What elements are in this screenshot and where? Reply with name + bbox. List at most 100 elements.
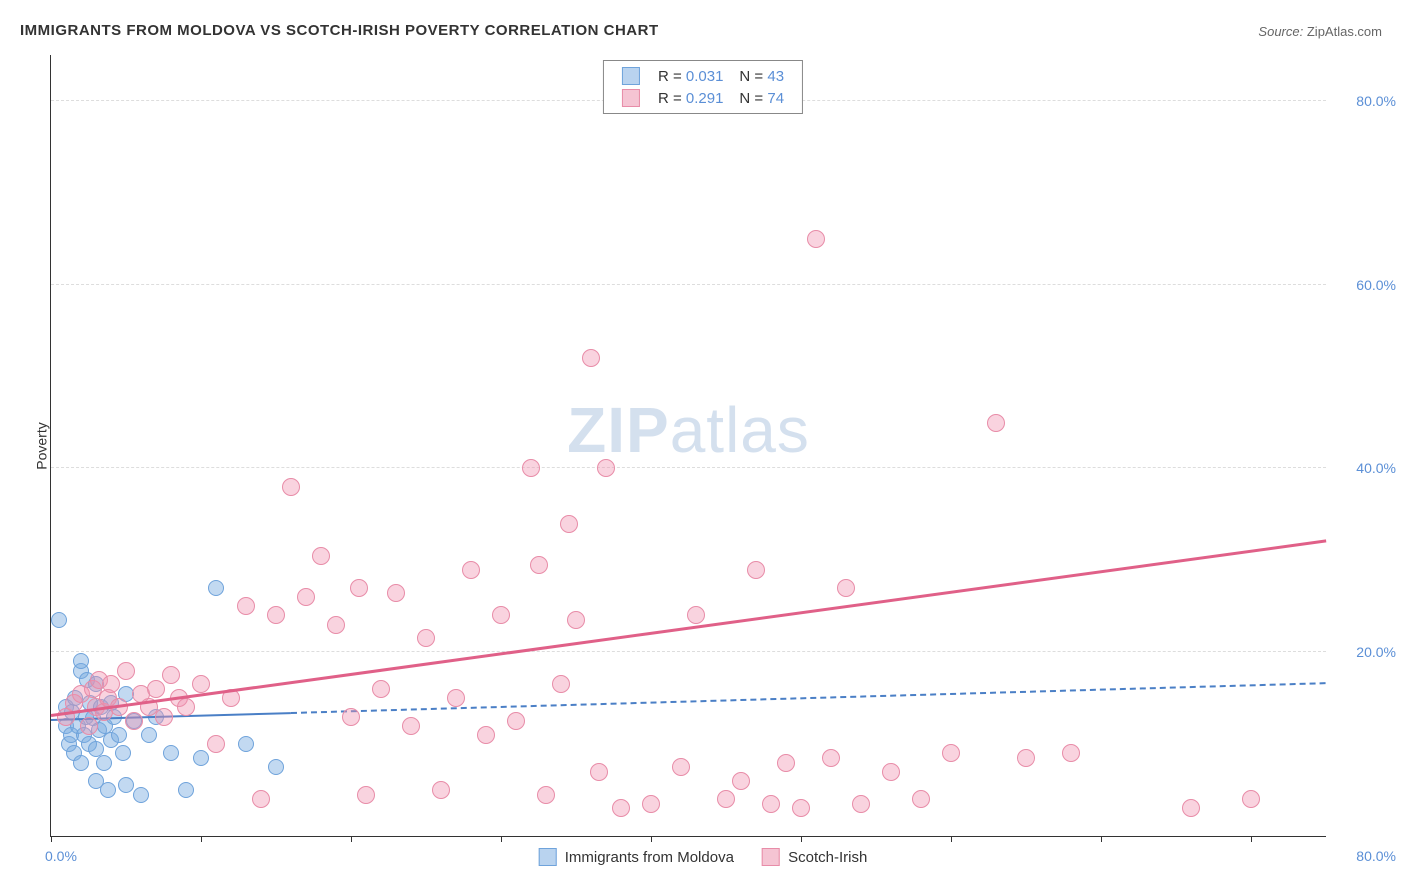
x-tick <box>951 836 952 842</box>
scatter-marker-scotch_irish <box>312 547 330 565</box>
scatter-marker-scotch_irish <box>612 799 630 817</box>
y-tick-label: 60.0% <box>1336 277 1396 293</box>
scatter-marker-scotch_irish <box>732 772 750 790</box>
source-attribution: Source: ZipAtlas.com <box>1258 24 1382 39</box>
scatter-marker-scotch_irish <box>80 717 98 735</box>
scatter-marker-scotch_irish <box>537 786 555 804</box>
scatter-marker-scotch_irish <box>162 666 180 684</box>
scatter-marker-scotch_irish <box>642 795 660 813</box>
gridline <box>51 467 1326 468</box>
scatter-marker-moldova <box>141 727 157 743</box>
scatter-marker-moldova <box>238 736 254 752</box>
scatter-marker-scotch_irish <box>432 781 450 799</box>
scatter-marker-scotch_irish <box>417 629 435 647</box>
scatter-marker-scotch_irish <box>942 744 960 762</box>
y-axis-title: Poverty <box>34 422 50 469</box>
watermark: ZIPatlas <box>567 393 810 467</box>
x-tick <box>501 836 502 842</box>
scatter-marker-scotch_irish <box>1017 749 1035 767</box>
scatter-marker-moldova <box>163 745 179 761</box>
x-axis-min-label: 0.0% <box>45 848 77 864</box>
scatter-marker-scotch_irish <box>297 588 315 606</box>
scatter-marker-scotch_irish <box>792 799 810 817</box>
scatter-marker-scotch_irish <box>372 680 390 698</box>
scatter-marker-scotch_irish <box>747 561 765 579</box>
scatter-marker-scotch_irish <box>522 459 540 477</box>
chart-title: IMMIGRANTS FROM MOLDOVA VS SCOTCH-IRISH … <box>20 22 659 39</box>
scatter-marker-scotch_irish <box>402 717 420 735</box>
scatter-marker-scotch_irish <box>350 579 368 597</box>
swatch-moldova <box>539 848 557 866</box>
scatter-marker-scotch_irish <box>192 675 210 693</box>
y-tick-label: 80.0% <box>1336 93 1396 109</box>
scatter-marker-scotch_irish <box>687 606 705 624</box>
scatter-marker-scotch_irish <box>912 790 930 808</box>
y-tick-label: 40.0% <box>1336 460 1396 476</box>
scatter-marker-moldova <box>100 782 116 798</box>
chart-container: IMMIGRANTS FROM MOLDOVA VS SCOTCH-IRISH … <box>0 0 1406 892</box>
y-tick-label: 20.0% <box>1336 644 1396 660</box>
legend-label-scotch-irish: Scotch-Irish <box>788 849 867 866</box>
scatter-marker-scotch_irish <box>117 662 135 680</box>
scatter-marker-scotch_irish <box>762 795 780 813</box>
scatter-marker-moldova <box>268 759 284 775</box>
stats-row-moldova: R = 0.031 N = 43 <box>614 65 792 87</box>
scatter-marker-scotch_irish <box>987 414 1005 432</box>
scatter-marker-moldova <box>51 612 67 628</box>
x-tick <box>201 836 202 842</box>
n-value-scotch-irish: 74 <box>767 90 784 107</box>
scatter-marker-scotch_irish <box>387 584 405 602</box>
scatter-marker-scotch_irish <box>462 561 480 579</box>
scatter-marker-scotch_irish <box>177 698 195 716</box>
trend-line <box>51 539 1326 716</box>
stats-row-scotch-irish: R = 0.291 N = 74 <box>614 87 792 109</box>
x-axis-max-label: 80.0% <box>1336 848 1396 864</box>
scatter-marker-scotch_irish <box>567 611 585 629</box>
source-label: Source: <box>1258 24 1303 39</box>
scatter-marker-scotch_irish <box>327 616 345 634</box>
plot-area: ZIPatlas 20.0%40.0%60.0%80.0%0.0%80.0% <box>50 55 1326 837</box>
r-label: R = <box>658 90 682 107</box>
scatter-marker-scotch_irish <box>552 675 570 693</box>
legend-item-scotch-irish: Scotch-Irish <box>762 848 867 866</box>
scatter-marker-scotch_irish <box>492 606 510 624</box>
x-tick <box>351 836 352 842</box>
x-tick <box>801 836 802 842</box>
scatter-marker-scotch_irish <box>507 712 525 730</box>
legend-item-moldova: Immigrants from Moldova <box>539 848 734 866</box>
x-tick <box>651 836 652 842</box>
scatter-marker-scotch_irish <box>852 795 870 813</box>
scatter-marker-moldova <box>133 787 149 803</box>
scatter-marker-scotch_irish <box>560 515 578 533</box>
swatch-scotch-irish <box>762 848 780 866</box>
scatter-marker-moldova <box>96 755 112 771</box>
scatter-marker-scotch_irish <box>342 708 360 726</box>
scatter-marker-scotch_irish <box>1242 790 1260 808</box>
scatter-marker-scotch_irish <box>267 606 285 624</box>
scatter-marker-scotch_irish <box>822 749 840 767</box>
scatter-marker-scotch_irish <box>582 349 600 367</box>
scatter-marker-moldova <box>118 777 134 793</box>
scatter-marker-scotch_irish <box>357 786 375 804</box>
swatch-moldova <box>622 67 640 85</box>
scatter-marker-scotch_irish <box>837 579 855 597</box>
scatter-marker-scotch_irish <box>882 763 900 781</box>
x-tick <box>1101 836 1102 842</box>
scatter-marker-scotch_irish <box>102 675 120 693</box>
gridline <box>51 651 1326 652</box>
scatter-marker-scotch_irish <box>207 735 225 753</box>
watermark-rest: atlas <box>670 394 810 466</box>
scatter-marker-scotch_irish <box>237 597 255 615</box>
scatter-marker-moldova <box>208 580 224 596</box>
scatter-marker-scotch_irish <box>777 754 795 772</box>
bottom-legend: Immigrants from Moldova Scotch-Irish <box>527 848 880 870</box>
scatter-marker-moldova <box>193 750 209 766</box>
scatter-marker-scotch_irish <box>252 790 270 808</box>
source-value: ZipAtlas.com <box>1307 24 1382 39</box>
scatter-marker-scotch_irish <box>447 689 465 707</box>
stats-legend: R = 0.031 N = 43 R = 0.291 N = 74 <box>603 60 803 114</box>
scatter-marker-scotch_irish <box>597 459 615 477</box>
scatter-marker-moldova <box>73 755 89 771</box>
n-value-moldova: 43 <box>767 68 784 85</box>
scatter-marker-scotch_irish <box>717 790 735 808</box>
